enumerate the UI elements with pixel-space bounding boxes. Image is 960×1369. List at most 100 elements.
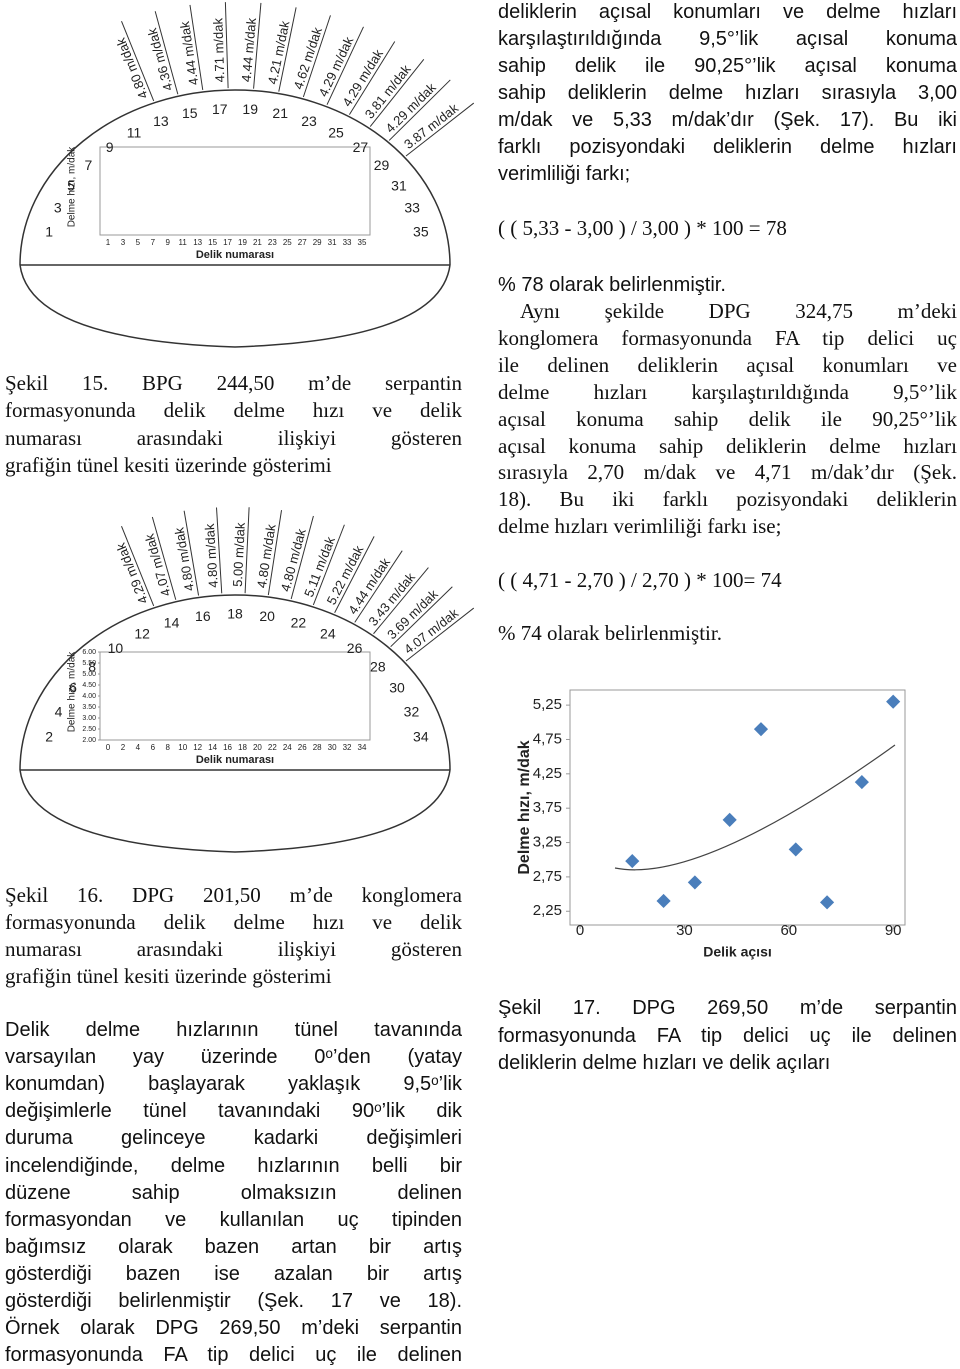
rate-ray: [390, 586, 453, 648]
text-line: gösterdiği bazen ise azalan bir artış: [5, 1262, 462, 1285]
tunnel-invert: [19, 769, 451, 853]
text-line: karşılaştırıldığında 9,5°’lik açısal kon…: [498, 28, 957, 50]
hole-number: 32: [404, 703, 420, 719]
x-tick-label: 6: [151, 743, 156, 752]
hole-number: 14: [164, 615, 180, 631]
x-tick-label: 7: [151, 238, 156, 247]
y-tick-label: 2.00: [82, 737, 96, 744]
text-line: varsayılan yay üzerinde 0ᵒ’den (yatay: [5, 1046, 462, 1069]
plot-frame: [569, 689, 906, 926]
rate-ray: [369, 58, 425, 127]
text-line: numarası arasındaki ilişkiyi gösteren: [5, 937, 462, 961]
text-line: formasyondan ve kullanılan uç tipinden: [5, 1208, 462, 1231]
x-tick-label: 30: [328, 743, 337, 752]
x-tick-label: 10: [178, 743, 187, 752]
data-point: [687, 875, 702, 890]
hole-number: 27: [353, 139, 369, 155]
y-tick-label: 5,25: [533, 696, 562, 713]
hole-number: 4: [55, 703, 63, 719]
text-line: % 74 olarak belirlenmiştir.: [498, 621, 722, 645]
trend-line: [614, 744, 896, 871]
data-point: [788, 842, 803, 857]
x-tick-label: 23: [268, 238, 277, 247]
hole-number: 29: [374, 157, 390, 173]
rate-ray: [290, 515, 314, 600]
text-line: formasyonunda delik delme hızı ve delik: [5, 398, 462, 423]
rate-ray: [312, 524, 345, 606]
rate-label: 5.00 m/dak: [230, 522, 248, 587]
text-line: incelendiğinde, delme hızlarının belli b…: [5, 1154, 462, 1177]
hole-number: 34: [413, 728, 429, 744]
hole-number: 35: [413, 223, 429, 239]
hole-number: 19: [242, 101, 258, 117]
y-tick-label: 5.50: [82, 660, 96, 667]
x-tick-label: 19: [238, 238, 247, 247]
text-line: numarası arasındaki ilişkiyi gösteren: [5, 425, 462, 450]
rate-ray: [405, 607, 475, 662]
rate-ray: [244, 507, 250, 594]
text-line: % 78 olarak belirlenmiştir.: [498, 274, 726, 296]
x-tick-label: 14: [208, 743, 217, 752]
rate-ray: [348, 41, 396, 115]
text-line: bağımsız olarak bazen artan bir artış: [5, 1235, 462, 1258]
text-line: açısal konuma sahip delik ile 90,25°’lik: [498, 406, 957, 431]
y-axis-title: Delme hızı, m/dak: [67, 146, 78, 228]
data-point: [886, 694, 901, 709]
data-point: [722, 812, 737, 827]
hole-number: 26: [347, 640, 363, 656]
x-tick-label: 27: [298, 238, 307, 247]
x-tick-label: 25: [283, 238, 292, 247]
hole-number: 9: [106, 139, 114, 155]
hole-number: 33: [404, 200, 420, 216]
y-axis-title: Delme hızı, m/dak: [67, 651, 78, 733]
x-tick-label: 8: [166, 743, 171, 752]
rate-label: 4.21 m/dak: [265, 19, 293, 86]
rate-label: 4.36 m/dak: [144, 26, 176, 92]
x-tick-label: 12: [193, 743, 202, 752]
x-axis-title: Delik numarası: [196, 249, 274, 261]
y-tick-label: 3,75: [533, 799, 562, 816]
text-line: konglomera formasyonunda FA tip delici u…: [498, 325, 957, 350]
text-line: farklı pozisyondaki deliklerin delme hız…: [498, 136, 957, 158]
y-tick-label: 6.00: [82, 649, 96, 656]
x-tick-label: 2: [121, 743, 126, 752]
x-tick-label: 33: [343, 238, 352, 247]
rate-ray: [253, 2, 262, 89]
x-tick-label: 21: [253, 238, 262, 247]
y-tick-label: 3,25: [533, 834, 562, 851]
text-line: Şekil 16. DPG 201,50 m’de konglomera: [5, 883, 462, 907]
text-line: sırasıyla 2,70 m/dak ve 4,71 m/dak’dır (…: [498, 460, 957, 485]
text-line: formasyonunda delik delme hızı ve delik: [5, 910, 462, 934]
x-tick-label: 20: [253, 743, 262, 752]
rate-ray: [326, 26, 364, 105]
y-tick-label: 4,25: [533, 765, 562, 782]
text-line: Şekil 17. DPG 269,50 m’de serpantin: [498, 997, 957, 1019]
rate-label: 4.80 m/dak: [202, 523, 221, 589]
rate-ray: [154, 11, 179, 95]
graph-frame: [99, 146, 371, 236]
hole-number: 30: [389, 680, 405, 696]
x-tick-label: 11: [179, 238, 188, 247]
text-line: verimliliği farkı;: [498, 163, 631, 185]
x-tick-label: 4: [136, 743, 141, 752]
x-axis-title: Delik açısı: [703, 944, 772, 960]
text-line: grafiğin tünel kesiti üzerinde gösterimi: [5, 964, 332, 988]
tunnel-arc: [19, 594, 451, 771]
tunnel-arc: [19, 89, 451, 266]
y-tick-label: 3.50: [82, 704, 96, 711]
hole-number: 13: [153, 113, 169, 129]
rate-ray: [302, 15, 331, 98]
hole-number: 8: [88, 659, 96, 675]
rate-ray: [334, 536, 375, 613]
x-tick-label: 90: [885, 922, 902, 939]
hole-number: 5: [67, 177, 75, 193]
tunnel-invert: [19, 264, 451, 348]
x-tick-label: 34: [358, 743, 367, 752]
text-line: Örnek olarak DPG 269,50 m’deki serpantin: [5, 1317, 462, 1340]
rate-label: 4.71 m/dak: [210, 17, 227, 82]
x-tick-label: 18: [238, 743, 247, 752]
x-tick-label: 9: [166, 238, 171, 247]
x-tick-label: 13: [193, 238, 202, 247]
rate-ray: [183, 510, 200, 596]
